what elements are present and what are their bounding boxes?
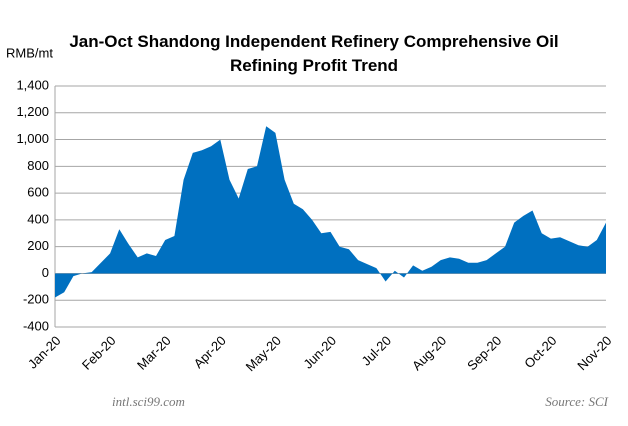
x-tick-label: Sep-20 bbox=[464, 333, 504, 373]
x-tick-label: Jun-20 bbox=[300, 333, 339, 372]
x-tick-label: Jan-20 bbox=[25, 333, 64, 372]
y-tick-label: 1,400 bbox=[16, 77, 49, 92]
y-tick-label: 1,200 bbox=[16, 104, 49, 119]
area bbox=[55, 126, 606, 298]
y-tick-label: 600 bbox=[27, 185, 49, 200]
y-tick-label: 800 bbox=[27, 158, 49, 173]
source-note: Source: SCI bbox=[545, 394, 608, 409]
y-axis-label: RMB/mt bbox=[6, 45, 53, 60]
x-tick-label: Nov-20 bbox=[574, 333, 614, 373]
y-tick-label: 0 bbox=[42, 265, 49, 280]
x-tick-label: Oct-20 bbox=[521, 333, 559, 371]
y-tick-label: 1,000 bbox=[16, 131, 49, 146]
y-tick-label: 400 bbox=[27, 211, 49, 226]
chart-title: Jan-Oct Shandong Independent Refinery Co… bbox=[69, 32, 559, 75]
y-tick-label: -400 bbox=[23, 318, 49, 333]
x-tick-label: Apr-20 bbox=[191, 333, 229, 371]
website-note: intl.sci99.com bbox=[112, 394, 185, 409]
x-tick-label: Mar-20 bbox=[134, 333, 174, 373]
x-tick-label: Aug-20 bbox=[409, 333, 449, 373]
x-tick-label: May-20 bbox=[243, 333, 284, 374]
y-tick-label: -200 bbox=[23, 292, 49, 307]
y-tick-label: 200 bbox=[27, 238, 49, 253]
x-tick-label: Feb-20 bbox=[79, 333, 119, 373]
x-tick-label: Jul-20 bbox=[358, 333, 394, 369]
